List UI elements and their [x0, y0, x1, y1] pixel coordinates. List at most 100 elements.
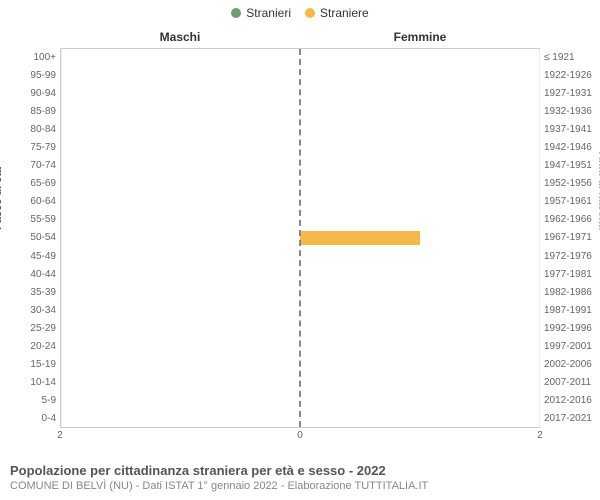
male-half	[61, 121, 300, 139]
male-half	[61, 391, 300, 409]
male-half	[61, 319, 300, 337]
age-band-label: 65-69	[4, 175, 56, 193]
age-band-label: 85-89	[4, 102, 56, 120]
x-tick-label: 2	[57, 430, 63, 441]
plot-area	[60, 48, 540, 428]
legend-swatch-male	[231, 8, 241, 18]
female-half	[300, 193, 539, 211]
caption: Popolazione per cittadinanza straniera p…	[10, 463, 590, 492]
birth-year-label: 1957-1961	[544, 193, 596, 211]
male-half	[61, 265, 300, 283]
birth-year-label: 1922-1926	[544, 66, 596, 84]
female-half	[300, 391, 539, 409]
birth-year-label: 1962-1966	[544, 211, 596, 229]
y-axis-right-title: Anni di nascita	[596, 152, 600, 230]
center-divider	[299, 49, 301, 427]
age-band-label: 35-39	[4, 283, 56, 301]
age-band-label: 95-99	[4, 66, 56, 84]
male-half	[61, 373, 300, 391]
legend-label-male: Stranieri	[246, 6, 291, 20]
column-headers: Maschi Femmine	[60, 30, 540, 44]
birth-year-label: 1942-1946	[544, 138, 596, 156]
female-half	[300, 319, 539, 337]
age-band-label: 20-24	[4, 338, 56, 356]
male-half	[61, 193, 300, 211]
female-half	[300, 157, 539, 175]
male-half	[61, 247, 300, 265]
male-half	[61, 229, 300, 247]
caption-subtitle: COMUNE DI BELVÌ (NU) - Dati ISTAT 1° gen…	[10, 480, 590, 492]
female-half	[300, 409, 539, 427]
male-half	[61, 283, 300, 301]
male-half	[61, 85, 300, 103]
male-half	[61, 409, 300, 427]
birth-year-label: 2007-2011	[544, 374, 596, 392]
male-half	[61, 211, 300, 229]
age-band-label: 30-34	[4, 301, 56, 319]
y-axis-left-labels: 100+95-9990-9485-8980-8475-7970-7465-696…	[4, 48, 56, 428]
male-half	[61, 139, 300, 157]
birth-year-label: 1937-1941	[544, 120, 596, 138]
birth-year-label: 2012-2016	[544, 392, 596, 410]
female-half	[300, 247, 539, 265]
birth-year-label: ≤ 1921	[544, 48, 596, 66]
male-half	[61, 355, 300, 373]
age-band-label: 10-14	[4, 374, 56, 392]
male-half	[61, 157, 300, 175]
birth-year-label: 1952-1956	[544, 175, 596, 193]
male-half	[61, 301, 300, 319]
age-band-label: 45-49	[4, 247, 56, 265]
female-half	[300, 283, 539, 301]
female-half	[300, 139, 539, 157]
birth-year-label: 1982-1986	[544, 283, 596, 301]
male-half	[61, 67, 300, 85]
male-half	[61, 103, 300, 121]
age-band-label: 100+	[4, 48, 56, 66]
female-bar	[300, 231, 420, 245]
female-half	[300, 229, 539, 247]
female-half	[300, 49, 539, 67]
population-pyramid-chart: Stranieri Straniere Maschi Femmine Fasce…	[0, 0, 600, 500]
birth-year-label: 1987-1991	[544, 301, 596, 319]
age-band-label: 40-44	[4, 265, 56, 283]
female-half	[300, 121, 539, 139]
birth-year-label: 2002-2006	[544, 356, 596, 374]
age-band-label: 90-94	[4, 84, 56, 102]
male-half	[61, 175, 300, 193]
age-band-label: 15-19	[4, 356, 56, 374]
female-half	[300, 85, 539, 103]
female-half	[300, 67, 539, 85]
legend-swatch-female	[305, 8, 315, 18]
female-half	[300, 265, 539, 283]
age-band-label: 5-9	[4, 392, 56, 410]
column-header-female: Femmine	[300, 30, 540, 44]
female-half	[300, 373, 539, 391]
legend-item-female: Straniere	[305, 6, 369, 20]
female-half	[300, 301, 539, 319]
birth-year-label: 1997-2001	[544, 338, 596, 356]
x-tick-label: 0	[297, 430, 303, 441]
x-axis-ticks: 2 0 2	[60, 430, 540, 444]
female-half	[300, 211, 539, 229]
male-half	[61, 49, 300, 67]
female-half	[300, 103, 539, 121]
female-half	[300, 175, 539, 193]
x-tick-label: 2	[537, 430, 543, 441]
caption-title: Popolazione per cittadinanza straniera p…	[10, 463, 590, 478]
column-header-male: Maschi	[60, 30, 300, 44]
legend-label-female: Straniere	[320, 6, 369, 20]
birth-year-label: 2017-2021	[544, 410, 596, 428]
age-band-label: 80-84	[4, 120, 56, 138]
female-half	[300, 337, 539, 355]
birth-year-label: 1967-1971	[544, 229, 596, 247]
birth-year-label: 1927-1931	[544, 84, 596, 102]
age-band-label: 25-29	[4, 319, 56, 337]
legend: Stranieri Straniere	[0, 0, 600, 20]
age-band-label: 70-74	[4, 157, 56, 175]
birth-year-label: 1972-1976	[544, 247, 596, 265]
age-band-label: 55-59	[4, 211, 56, 229]
birth-year-label: 1947-1951	[544, 157, 596, 175]
birth-year-label: 1932-1936	[544, 102, 596, 120]
age-band-label: 50-54	[4, 229, 56, 247]
age-band-label: 0-4	[4, 410, 56, 428]
